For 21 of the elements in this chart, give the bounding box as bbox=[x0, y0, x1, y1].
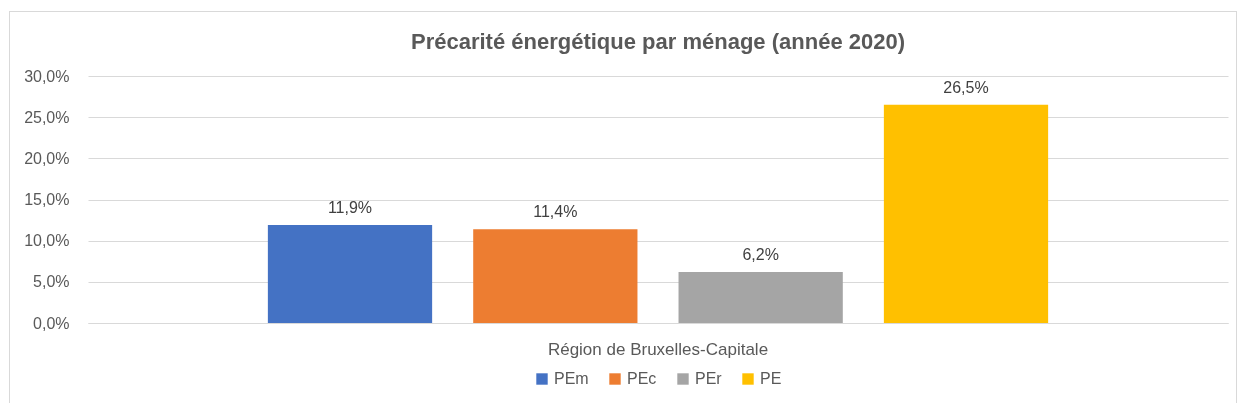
y-tick-label: 0,0% bbox=[33, 314, 70, 332]
data-label: 11,4% bbox=[533, 203, 578, 221]
x-tick-label: Région de Bruxelles-Capitale bbox=[547, 339, 769, 359]
y-tick-label: 15,0% bbox=[24, 191, 70, 208]
chart-title: Précarité énergétique par ménage (année 2020) bbox=[411, 29, 905, 54]
y-tick-label: 25,0% bbox=[24, 108, 70, 126]
data-label: 11,9% bbox=[327, 199, 373, 217]
bar bbox=[678, 271, 843, 323]
legend-label: PEr bbox=[695, 370, 723, 387]
legend-label: PE bbox=[760, 370, 782, 387]
bar bbox=[267, 225, 433, 323]
bar bbox=[883, 104, 1049, 323]
legend-label: PEc bbox=[627, 370, 657, 387]
data-label: 26,5% bbox=[943, 78, 989, 96]
y-tick-label: 20,0% bbox=[24, 149, 70, 167]
y-tick-label: 5,0% bbox=[33, 273, 70, 291]
y-tick-label: 10,0% bbox=[24, 232, 70, 250]
legend-label: PEm bbox=[554, 370, 589, 387]
bar bbox=[473, 229, 638, 323]
data-label: 6,2% bbox=[742, 245, 779, 263]
y-tick-label: 30,0% bbox=[24, 67, 70, 85]
